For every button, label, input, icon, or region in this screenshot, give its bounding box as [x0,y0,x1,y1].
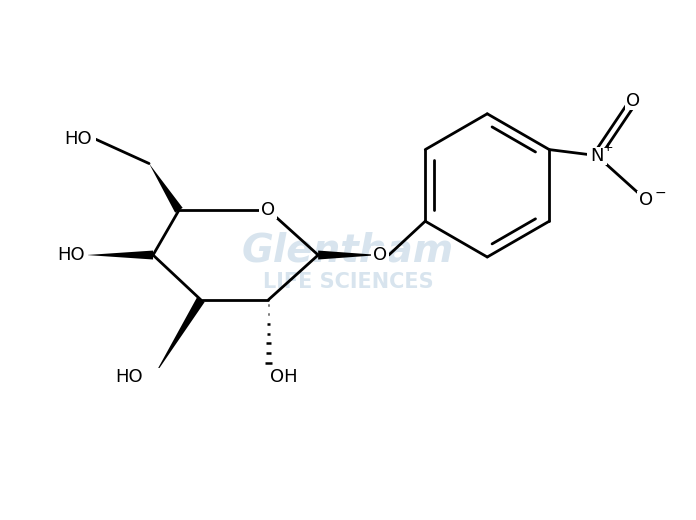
Bar [127,368,163,386]
Text: +: + [602,141,613,154]
Text: O: O [626,92,640,110]
Bar [624,92,642,110]
Text: Glentham: Glentham [242,231,454,269]
Bar [264,368,293,386]
Bar [53,246,88,264]
Polygon shape [149,163,182,213]
Polygon shape [318,251,380,259]
Polygon shape [153,297,205,378]
Text: LIFE SCIENCES: LIFE SCIENCES [262,272,434,292]
Text: HO: HO [65,129,93,148]
Bar [587,147,607,164]
Bar [61,129,96,148]
Text: HO: HO [116,368,143,386]
Text: HO: HO [57,246,84,264]
Text: N: N [590,147,603,164]
Bar [638,191,663,209]
Text: −: − [654,185,666,199]
Polygon shape [86,251,153,259]
Text: OH: OH [271,368,298,386]
Bar [260,201,278,219]
Bar [371,246,389,264]
Text: O: O [262,201,276,219]
Text: O: O [640,191,654,210]
Text: O: O [373,246,387,264]
